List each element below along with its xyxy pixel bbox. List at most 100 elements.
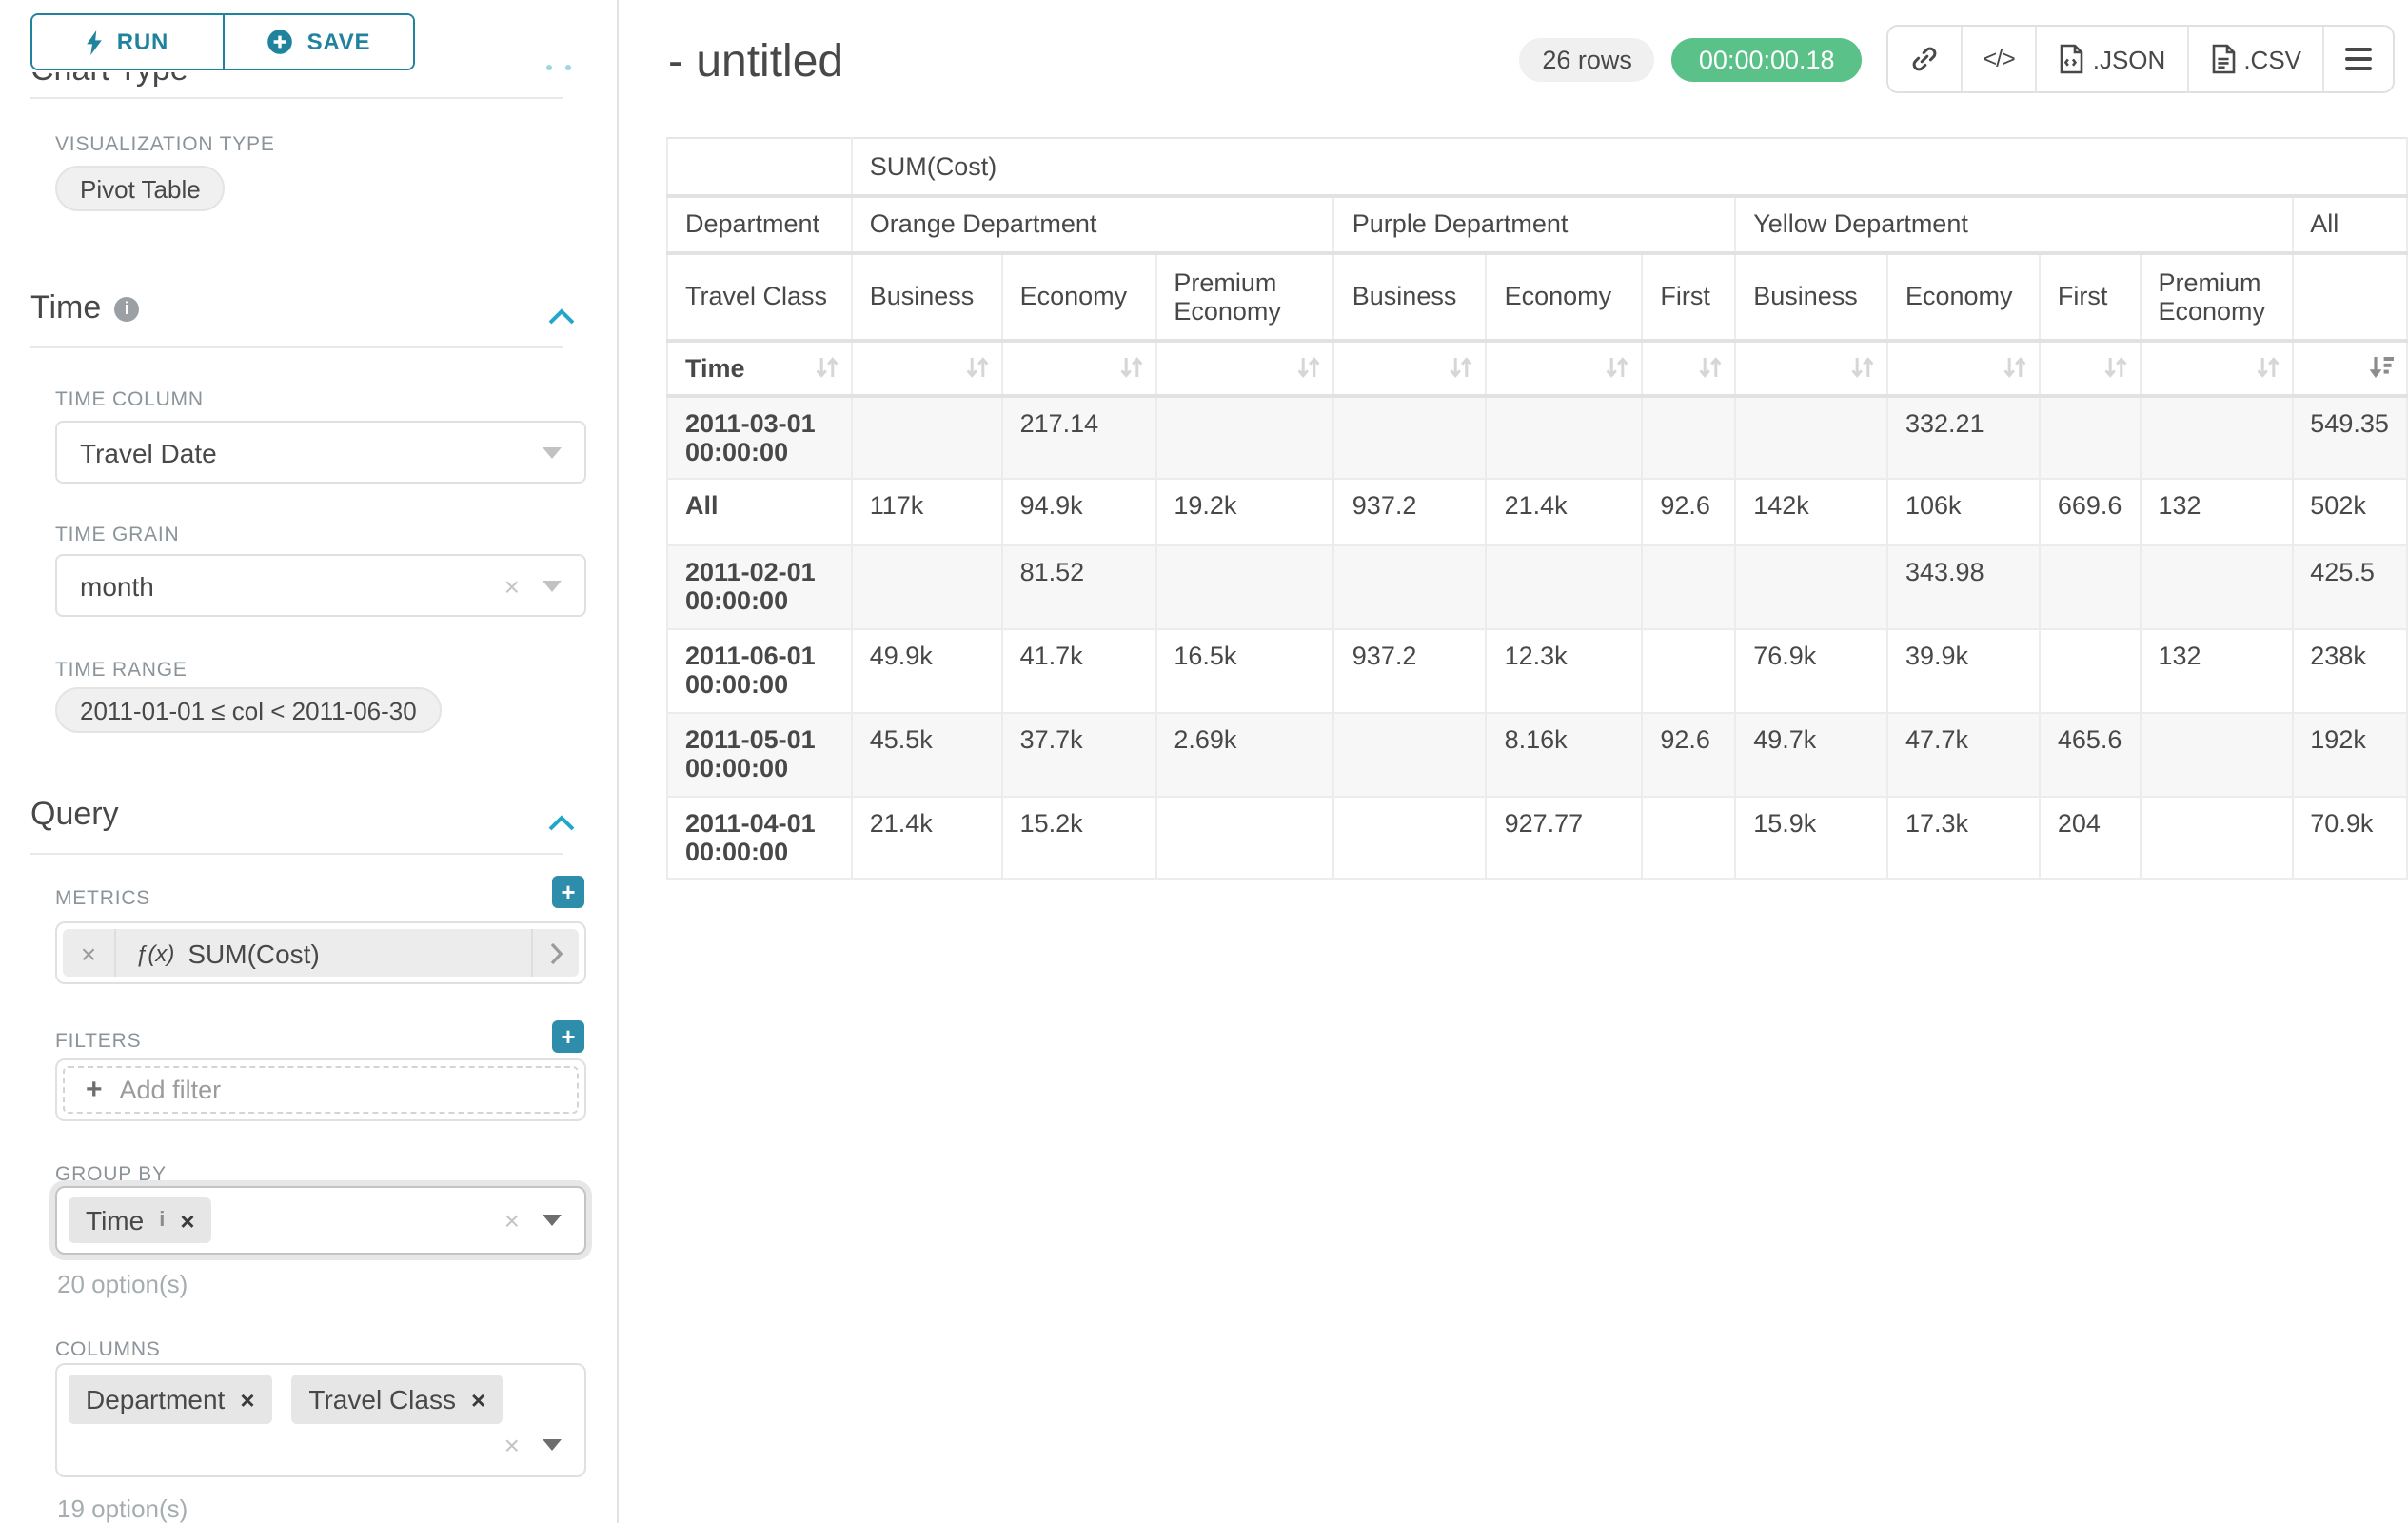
time-column-select[interactable]: Travel Date (55, 421, 586, 484)
pivot-value-cell: 49.7k (1734, 712, 1888, 798)
panel-drag-handle-dots (546, 65, 571, 70)
pivot-sort-cell[interactable] (850, 339, 1003, 397)
code-icon: </> (1983, 46, 2016, 72)
pivot-sort-cell[interactable] (2038, 339, 2142, 397)
clear-icon[interactable]: × (503, 1205, 520, 1236)
pivot-value-cell: 2.69k (1155, 712, 1335, 798)
run-button[interactable]: RUN (32, 15, 223, 69)
pivot-data-row: All 117k 94.9k 19.2k 937.2 21.4k 92.6 142k 106k 6… (666, 478, 2408, 546)
sort-toggle-icon[interactable] (815, 355, 839, 380)
pivot-value-cell (1641, 628, 1737, 714)
group-by-tag[interactable]: Time i × (69, 1197, 212, 1243)
collapse-time-section-icon[interactable] (548, 301, 575, 325)
pivot-value-cell (1332, 394, 1488, 480)
viz-type-pill[interactable]: Pivot Table (55, 166, 226, 211)
pivot-value-cell (1155, 796, 1335, 880)
tag-info-icon[interactable]: i (159, 1209, 166, 1232)
section-divider (30, 97, 563, 99)
columns-tag[interactable]: Travel Class × (291, 1375, 503, 1424)
run-save-button-group: RUN SAVE (30, 13, 415, 70)
pivot-sort-cell[interactable] (1332, 339, 1488, 397)
plus-circle-icon (267, 29, 294, 55)
chevron-down-icon[interactable] (543, 580, 562, 591)
pivot-value-cell: 217.14 (1000, 394, 1157, 480)
embed-code-button[interactable]: </> (1960, 27, 2036, 91)
pivot-column-group-header: Yellow Department (1734, 194, 2294, 254)
copy-link-button[interactable] (1888, 27, 1961, 91)
menu-button[interactable] (2322, 27, 2393, 91)
columns-tag[interactable]: Department × (69, 1375, 272, 1424)
pivot-value-cell (1155, 544, 1335, 630)
group-by-label: GROUP BY (55, 1163, 167, 1186)
file-json-icon (2061, 44, 2084, 74)
add-filter-plus-button[interactable]: + (552, 1020, 584, 1053)
chevron-right-icon[interactable] (531, 929, 579, 977)
time-range-pill[interactable]: 2011-01-01 ≤ col < 2011-06-30 (55, 687, 442, 733)
chart-header-actions: 26 rows 00:00:00.18 </> .JSON (1519, 25, 2395, 93)
sort-toggle-icon[interactable] (1605, 355, 1629, 380)
sort-toggle-icon[interactable] (2255, 355, 2280, 380)
columns-label: COLUMNS (55, 1338, 161, 1361)
add-filter-button[interactable]: + Add filter (63, 1066, 579, 1114)
remove-tag-icon[interactable]: × (240, 1385, 255, 1414)
sort-toggle-icon[interactable] (2102, 355, 2127, 380)
link-icon (1912, 47, 1936, 71)
pivot-value-cell (850, 394, 1003, 480)
columns-select[interactable]: Department × Travel Class × × (55, 1363, 586, 1477)
sort-toggle-icon[interactable] (1450, 355, 1474, 380)
metric-main[interactable]: ƒ(x) SUM(Cost) (116, 938, 531, 968)
add-metric-button[interactable]: + (552, 876, 584, 908)
pivot-sort-cell[interactable] (1886, 339, 2041, 397)
pivot-sort-cell[interactable] (2139, 339, 2294, 397)
clear-icon[interactable]: × (503, 1430, 520, 1460)
pivot-value-cell: 70.9k (2291, 796, 2408, 880)
pivot-sort-cell[interactable] (1485, 339, 1644, 397)
export-csv-button[interactable]: .CSV (2186, 27, 2322, 91)
pivot-value-cell (1332, 544, 1488, 630)
chevron-down-icon[interactable] (543, 1439, 562, 1451)
pivot-sort-cell[interactable] (2291, 339, 2408, 397)
sort-toggle-icon[interactable] (1297, 355, 1322, 380)
pivot-column-header (2291, 251, 2408, 342)
pivot-value-cell: 332.21 (1886, 394, 2041, 480)
sort-desc-active-icon[interactable] (2368, 355, 2395, 380)
filters-container: + Add filter (55, 1058, 586, 1121)
chevron-down-icon[interactable] (543, 1215, 562, 1226)
clear-icon[interactable]: × (503, 570, 520, 601)
pivot-value-cell (1641, 394, 1737, 480)
collapse-query-section-icon[interactable] (548, 807, 575, 831)
pivot-value-cell (1734, 544, 1888, 630)
pivot-column-header: First (1641, 251, 1737, 342)
pivot-value-cell: 16.5k (1155, 628, 1335, 714)
time-grain-select[interactable]: month × (55, 554, 586, 617)
pivot-corner-cell (666, 137, 853, 197)
pivot-sort-cell[interactable] (1000, 339, 1157, 397)
pivot-sort-cell[interactable] (1734, 339, 1888, 397)
remove-metric-icon[interactable]: × (63, 929, 116, 977)
sort-toggle-icon[interactable] (1118, 355, 1143, 380)
remove-tag-icon[interactable]: × (180, 1206, 195, 1235)
sort-toggle-icon[interactable] (965, 355, 990, 380)
group-by-select[interactable]: Time i × × (55, 1186, 586, 1255)
sort-toggle-icon[interactable] (1698, 355, 1723, 380)
pivot-value-cell (1485, 394, 1644, 480)
pivot-value-cell (1332, 796, 1488, 880)
chevron-down-icon[interactable] (543, 446, 562, 458)
export-json-button[interactable]: .JSON (2035, 27, 2187, 91)
metrics-label: METRICS (55, 887, 151, 910)
pivot-column-header: Economy (1000, 251, 1157, 342)
sort-toggle-icon[interactable] (2003, 355, 2027, 380)
pivot-data-row: 2011-02-01 00:00:00 81.52 343.98 425.5 (666, 544, 2408, 630)
pivot-sort-cell[interactable] (1155, 339, 1335, 397)
pivot-sort-cell[interactable] (1641, 339, 1737, 397)
info-icon[interactable]: i (114, 296, 140, 321)
pivot-value-cell: 549.35 (2291, 394, 2408, 480)
remove-tag-icon[interactable]: × (470, 1385, 486, 1414)
add-filter-text: Add filter (119, 1076, 222, 1104)
pivot-row-axis-cell[interactable]: Time (666, 339, 853, 397)
sort-toggle-icon[interactable] (1850, 355, 1875, 380)
chart-title[interactable]: - untitled (668, 36, 844, 88)
save-button[interactable]: SAVE (223, 15, 413, 69)
metric-pill[interactable]: × ƒ(x) SUM(Cost) (63, 929, 579, 977)
